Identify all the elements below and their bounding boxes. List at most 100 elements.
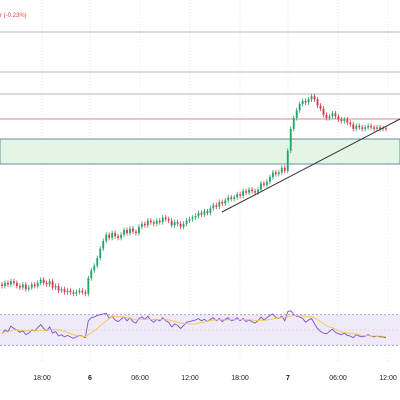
candle-body [266,181,268,185]
candle-body [149,220,152,223]
x-tick-label: 12:00 [379,375,397,382]
candle-body [274,172,277,174]
candle-body [111,233,114,238]
rsi-ma-line [1,315,387,337]
candle-body [140,223,143,227]
candle-body [373,127,376,129]
candle-body [132,228,134,232]
candle-body [51,281,54,288]
candle-body [10,281,12,285]
candle-body [271,172,274,178]
candle-body [185,220,188,224]
candle-body [367,125,370,128]
candle-body [257,189,259,193]
candle-body [194,216,197,218]
candle-body [21,284,24,288]
trendline [221,118,400,213]
candle-body [33,284,36,286]
candle-body [346,119,349,123]
candle-body [382,128,384,130]
candle-body [349,122,352,125]
x-tick-label: 12:00 [181,375,199,382]
candle-body [81,290,84,293]
candle-body [328,116,331,118]
candle-body [45,282,48,285]
candle-body [7,282,9,285]
candle-body [78,290,81,293]
candle-body [298,104,301,111]
candle-body [1,284,3,286]
candle-body [108,234,111,238]
candle-body [24,284,27,290]
candle-body [277,172,280,174]
candle-body [292,118,295,129]
time-axis: 18:00 6 06:00 12:00 18:00 7 06:00 12:00 [33,375,397,382]
candle-body [60,289,63,291]
candle-body [102,240,105,249]
candle-body [15,282,18,286]
candle-body [319,105,322,109]
candle-body [224,200,227,204]
candle-body [39,279,42,283]
candle-body [215,205,218,207]
price-change-label: r (-0.23%) [0,13,27,19]
candle-body [179,223,182,227]
candle-body [254,191,256,193]
candle-body [307,99,310,103]
candle-body [322,108,325,115]
candle-body [63,289,66,293]
candle-body [114,233,117,237]
candle-body [310,96,313,100]
candle-body [123,230,125,235]
horizontal-levels [0,31,400,120]
candle-body [30,284,33,288]
candle-body [340,119,343,122]
candle-body [209,208,212,213]
support-zone [0,138,400,165]
candle-body [36,282,39,286]
candle-body [218,202,221,207]
rsi-line [1,310,387,339]
candle-body [227,197,230,201]
candle-body [84,292,87,294]
candle-body [12,281,15,283]
candle-body [191,217,194,220]
x-tick-label: 18:00 [33,375,51,382]
candle-body [161,217,164,223]
candle-body [54,286,57,288]
candle-body [27,287,30,290]
candle-body [66,290,69,293]
candle-body [197,212,200,216]
candle-body [316,99,319,106]
candle-body [173,222,176,226]
candle-body [301,100,304,104]
candle-body [69,290,72,293]
candle-body [93,265,96,271]
candle-body [221,202,224,204]
candle-body [155,220,158,224]
candle-body [170,220,173,226]
candle-body [251,189,253,192]
candle-body [358,125,361,128]
candle-body [236,194,239,198]
candle-body [167,219,170,221]
candle-body [239,194,242,196]
candle-body [263,183,265,185]
candle-body [72,292,75,294]
x-tick-label: 06:00 [329,375,347,382]
candle-body [230,197,233,199]
candle-body [385,128,387,130]
candle-body [331,113,334,117]
candle-body [57,286,60,291]
candle-body [176,222,179,224]
candle-body [18,286,21,288]
candle-body [90,270,93,279]
candle-body [245,191,248,193]
candle-body [42,279,45,283]
vertical-gridlines [41,0,389,362]
candle-body [334,113,337,117]
candle-body [242,191,245,196]
candle-body [355,125,358,129]
candle-body [289,128,292,151]
candle-body [376,127,378,129]
